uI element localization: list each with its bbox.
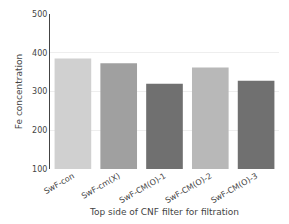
svg-text:300: 300 — [32, 87, 47, 96]
svg-text:SwF-CM(O)-1: SwF-CM(O)-1 — [118, 171, 168, 205]
svg-text:500: 500 — [32, 10, 47, 19]
svg-text:SwF-CM(O)-2: SwF-CM(O)-2 — [164, 171, 214, 205]
svg-text:200: 200 — [32, 126, 47, 135]
svg-text:SwF-cm(X): SwF-cm(X) — [80, 171, 122, 200]
svg-text:Top side of CNF filter for fil: Top side of CNF filter for filtration — [89, 207, 239, 217]
svg-text:SwF-CM(O)-3: SwF-CM(O)-3 — [209, 171, 259, 205]
svg-text:400: 400 — [32, 49, 47, 58]
svg-text:SwF-con: SwF-con — [42, 171, 75, 196]
svg-text:Fe concentration: Fe concentration — [14, 54, 24, 129]
svg-text:100: 100 — [32, 165, 47, 174]
